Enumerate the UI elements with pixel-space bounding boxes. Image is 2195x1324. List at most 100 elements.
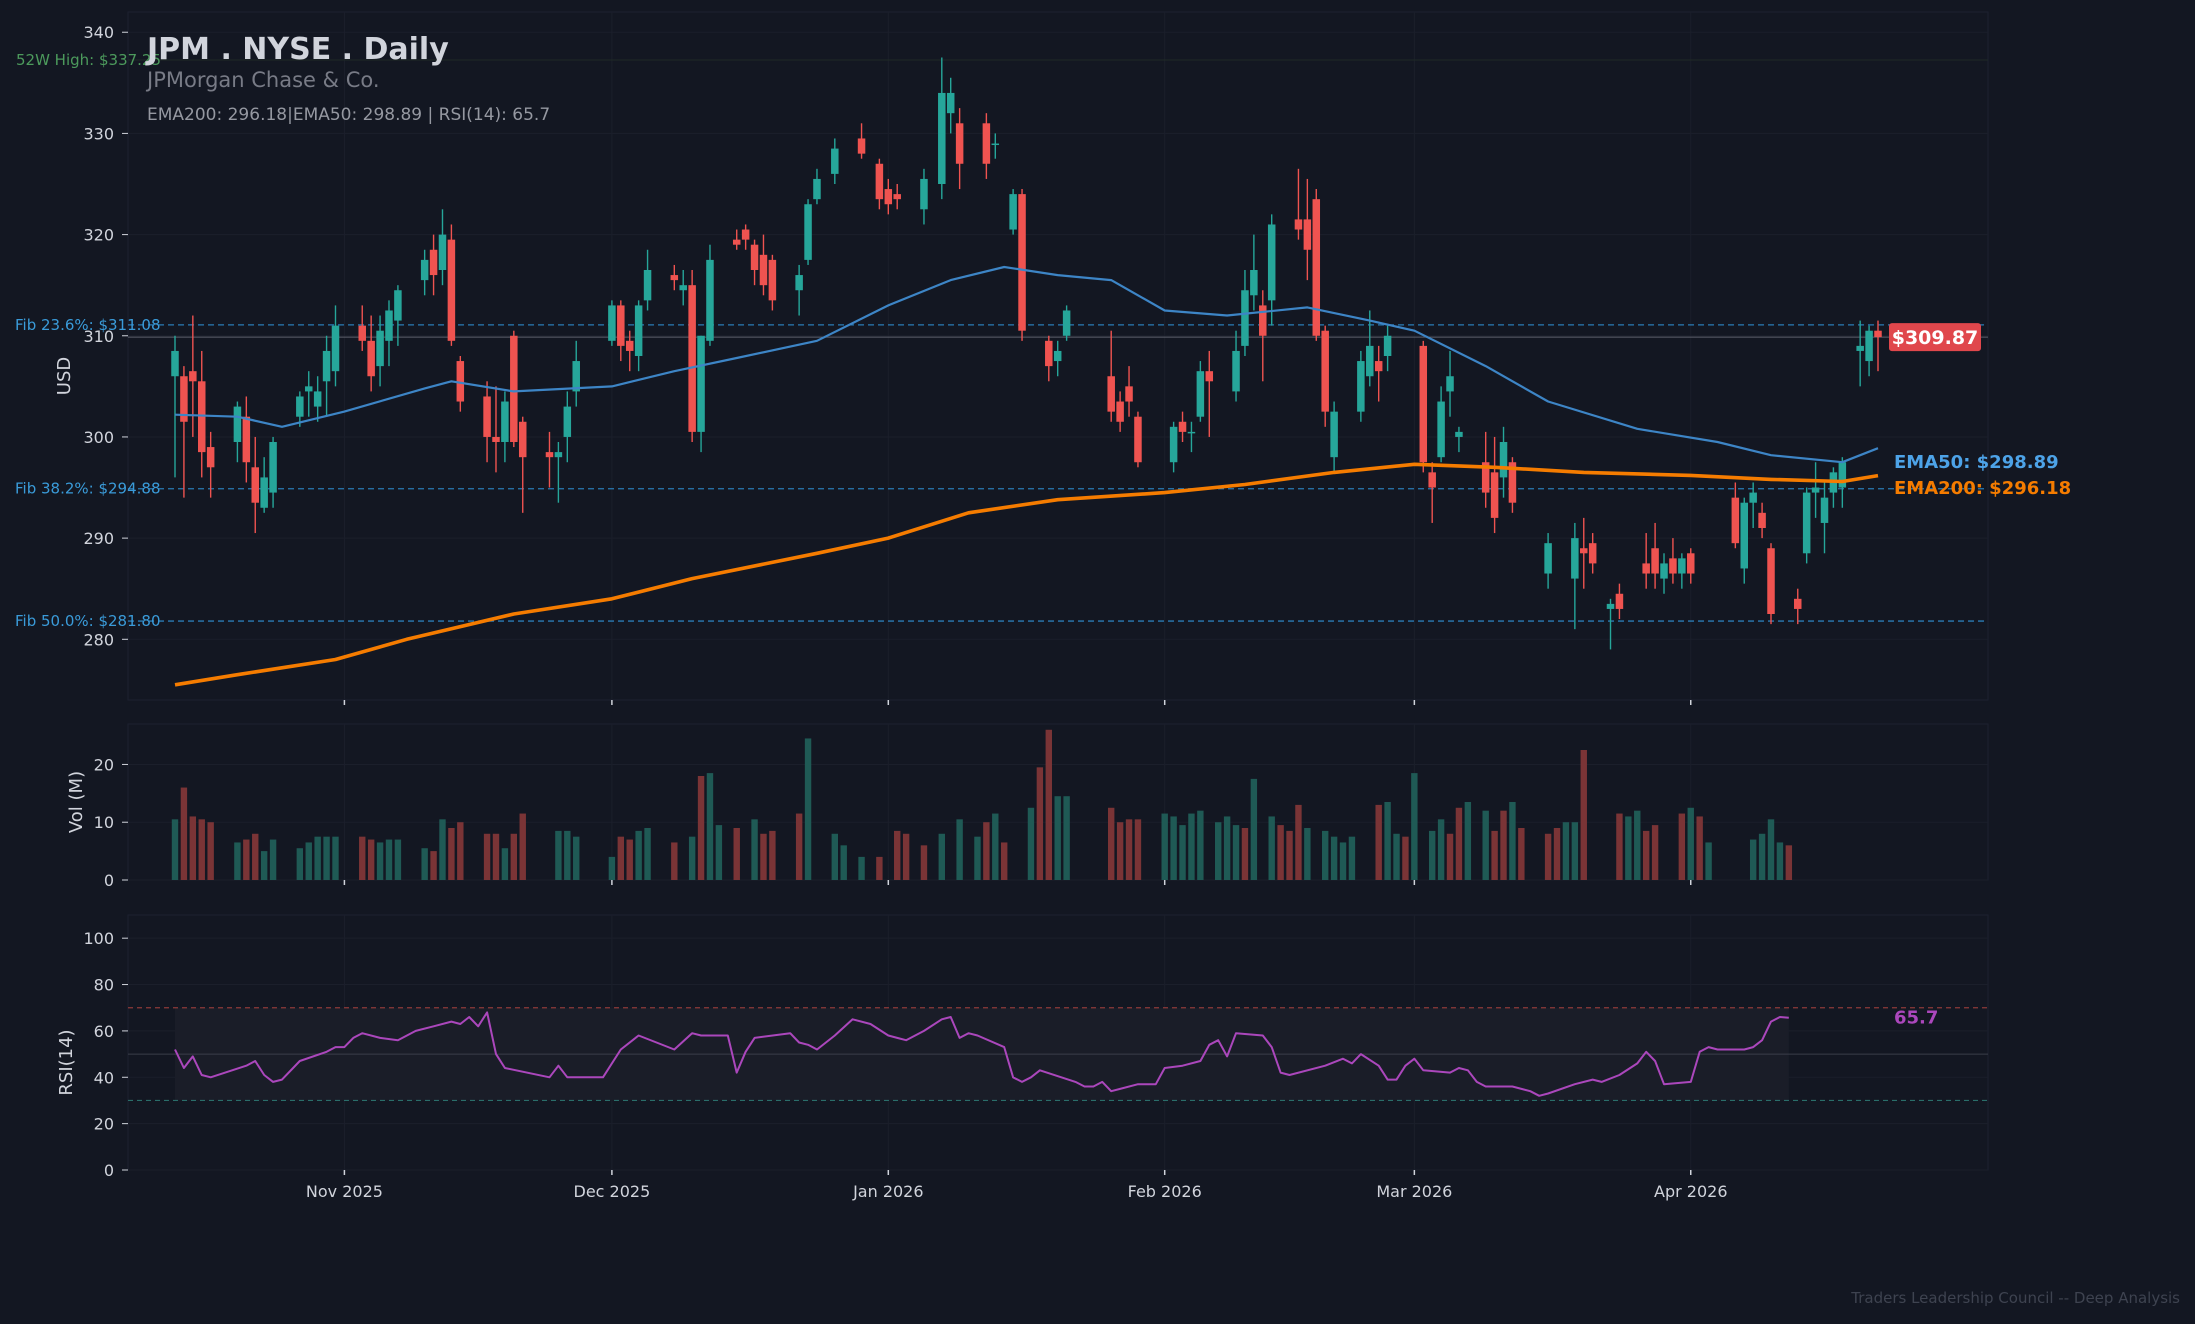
candle [1134, 411, 1142, 468]
candle-body [394, 290, 402, 321]
candle [670, 264, 679, 291]
volume-bar [1339, 842, 1347, 880]
candle [1357, 350, 1365, 422]
volume-bar [956, 819, 963, 880]
volume-bar [243, 839, 250, 880]
candle-body [946, 92, 955, 114]
volume-bar [1045, 729, 1052, 880]
candle-body [1571, 538, 1579, 579]
volume-bar [1767, 819, 1775, 880]
candle [1580, 517, 1588, 589]
volume-bar [1321, 830, 1329, 880]
candle-body [1811, 487, 1820, 493]
candle-body [1383, 335, 1392, 356]
volume-bar [1571, 822, 1579, 880]
candle-body [1642, 563, 1650, 574]
volume-bar [198, 819, 205, 880]
candle [1312, 189, 1321, 341]
candle [946, 77, 955, 134]
candle-body [750, 244, 759, 270]
volume-bar [1785, 845, 1793, 880]
candle [1232, 330, 1240, 402]
volume-bar [920, 845, 928, 880]
candle [197, 350, 206, 478]
candle [1794, 588, 1802, 625]
volume-bar [314, 836, 321, 880]
candle [1802, 487, 1811, 564]
candle [1062, 305, 1071, 341]
volume-bar [706, 773, 714, 880]
y-tick-label: 280 [83, 630, 114, 649]
candle [679, 270, 687, 306]
volume-bar [252, 833, 259, 880]
candle [813, 168, 821, 205]
candle [688, 270, 696, 442]
volume-bar [1411, 773, 1418, 880]
candle-body [1446, 376, 1454, 392]
volume-bar [305, 842, 312, 880]
candle [617, 300, 625, 362]
candle-body [1678, 558, 1686, 574]
candle [1865, 325, 1873, 377]
candle-body [420, 259, 429, 281]
candle-body [893, 194, 901, 200]
candle-body [1740, 502, 1749, 569]
candle [1499, 426, 1508, 498]
candle-body [884, 189, 893, 205]
candle [1125, 366, 1133, 417]
volume-bar [1482, 810, 1489, 880]
candle [501, 391, 509, 463]
x-tick-label: Mar 2026 [1376, 1182, 1452, 1201]
volume-bar [1348, 836, 1356, 880]
volume-bar [394, 839, 402, 880]
candle [1294, 168, 1303, 240]
candle [1660, 553, 1668, 594]
volume-bar [421, 848, 428, 880]
volume-bar [573, 836, 580, 880]
candle-body [625, 340, 634, 351]
candle [572, 340, 580, 407]
candle-body [518, 421, 527, 458]
candle [1366, 310, 1374, 387]
volume-bar [296, 848, 304, 880]
candle [269, 436, 277, 508]
candle-body [670, 275, 679, 281]
candle [1107, 330, 1115, 422]
candle-body [634, 305, 643, 356]
volume-bar [1250, 778, 1258, 880]
volume-bar [1295, 804, 1302, 880]
candle-body [1116, 401, 1124, 422]
candle-body [1455, 431, 1463, 437]
candle [367, 315, 375, 392]
candle-body [697, 335, 705, 432]
candle [233, 401, 242, 463]
volume-bar [1776, 842, 1784, 880]
candle [991, 133, 1000, 159]
y-tick-label: 0 [104, 871, 114, 890]
candle-body [1259, 305, 1267, 336]
candle [875, 158, 884, 210]
candle-body [920, 178, 928, 210]
fib-label: Fib 50.0%: $281.80 [15, 612, 161, 630]
volume-bar [1188, 813, 1195, 880]
candle-body [456, 361, 465, 402]
candle-body [545, 452, 554, 458]
candle [1428, 462, 1436, 523]
candle-body [1241, 290, 1249, 346]
volume-bar [457, 822, 464, 880]
candle-body [1196, 371, 1205, 417]
ema-line-ema50 [174, 265, 1879, 464]
volume-bar [1125, 819, 1133, 880]
candle [242, 396, 251, 483]
candle-body [313, 391, 322, 407]
candle-body [813, 178, 821, 200]
candle [804, 199, 812, 265]
volume-bar [501, 848, 509, 880]
candle-body [269, 442, 277, 493]
candle [1419, 340, 1428, 473]
candle-body [1419, 345, 1428, 463]
volume-bar [1625, 816, 1632, 880]
candle-body [688, 285, 696, 432]
candle [447, 224, 456, 346]
candle-body [1544, 543, 1552, 574]
